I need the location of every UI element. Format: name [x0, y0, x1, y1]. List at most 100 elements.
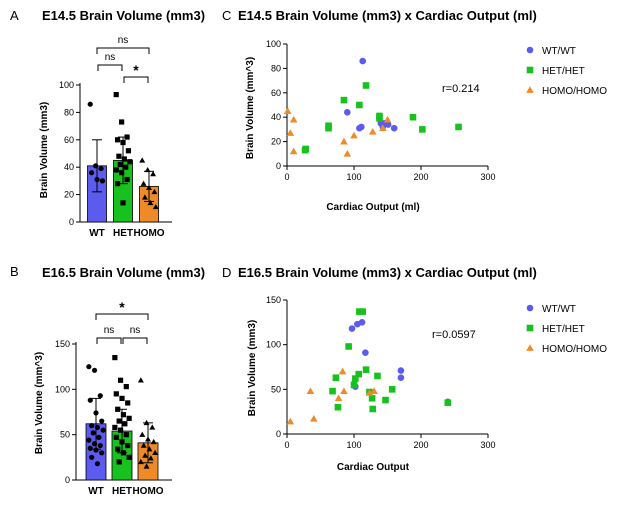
panel-b-category-label: WT	[88, 486, 104, 497]
panel-d-point-het	[369, 405, 377, 413]
panel-c-point-wt	[390, 124, 398, 132]
panel-b-point	[137, 458, 144, 465]
panel-b-point	[117, 377, 124, 383]
panel-c-ytick-label: 20	[271, 137, 281, 147]
panel-c-point-het	[340, 96, 348, 104]
panel-d-legend-marker-het	[526, 324, 534, 332]
panel-b-sig-bracket	[95, 313, 149, 320]
panel-c-xtick-label: 0	[284, 172, 289, 182]
panel-b-sig-label: ns	[130, 325, 141, 336]
panel-c-point-homo	[368, 128, 377, 135]
panel-d-point-homo	[338, 367, 347, 375]
panel-b-point	[123, 384, 129, 390]
panel-a-point	[93, 163, 99, 169]
panel-d-point-homo	[306, 387, 315, 394]
panel-b-point	[120, 450, 127, 456]
panel-a-sig-label: ns	[118, 35, 129, 46]
panel-c-ylabel: Brain Volume (mm^3)	[245, 57, 256, 159]
panel-b-point	[117, 427, 124, 433]
panel-c-point-wt	[358, 123, 365, 131]
panel-d-point-homo	[370, 387, 378, 394]
panel-d-plot: 0 50 100 150 0 100 200 300 WT/WT HET/HET HOMO/HOMO	[266, 295, 607, 450]
panel-a-point	[94, 176, 100, 183]
panel-c-point-het	[409, 113, 417, 121]
panel-b-ytick-label: 150	[55, 339, 70, 349]
panel-b-point	[97, 393, 103, 399]
panel-d-xtick-label: 300	[480, 440, 495, 450]
panel-a-point	[119, 119, 125, 125]
panel-b-point	[126, 454, 132, 460]
panel-d-point-wt	[362, 349, 369, 357]
panel-b-point	[140, 442, 147, 448]
panel-b-point	[113, 434, 119, 440]
panel-d-point-wt	[358, 319, 366, 326]
panel-a-ytick-label: 40	[64, 162, 74, 172]
panel-d-legend-marker-wt	[526, 304, 534, 312]
panel-b-point	[152, 449, 159, 456]
panel-a-point	[124, 134, 130, 140]
panel-b-point	[145, 436, 151, 442]
panel-c-point-wt	[344, 109, 351, 116]
panel-a-point	[114, 137, 121, 143]
panel-b-point	[119, 395, 125, 401]
panel-a-point	[120, 139, 126, 146]
panel-a-point	[150, 171, 157, 177]
panel-a-ytick-label: 100	[59, 80, 74, 90]
panel-a-point	[124, 176, 130, 183]
panel-c-legend-label: HOMO/HOMO	[542, 86, 607, 97]
panel-c-point-het	[455, 123, 462, 131]
panel-b-title: E16.5 Brain Volume (mm3)	[42, 265, 205, 280]
panel-b-point	[143, 419, 150, 426]
panel-b-sig-bracket	[122, 337, 148, 344]
panel-d-point-het	[374, 372, 381, 380]
panel-d-xtick-label: 200	[413, 440, 428, 450]
panel-a-category-label: HOMO	[133, 228, 164, 239]
panel-c-legend-marker-homo	[526, 86, 534, 93]
panel-a-point	[123, 164, 129, 170]
panel-b-point	[86, 364, 92, 370]
panel-d-point-het	[388, 386, 396, 393]
panel-b-point	[94, 461, 101, 467]
panel-d-xlabel: Cardiac Output	[337, 462, 410, 473]
panel-b-point	[120, 412, 127, 418]
panel-c-point-het	[325, 122, 332, 130]
panel-c-xtick-label: 100	[346, 172, 361, 182]
panel-a-point	[125, 148, 132, 154]
panel-b-point	[122, 421, 128, 427]
panel-c-xtick-label: 300	[480, 172, 495, 182]
panel-a-point	[117, 161, 123, 168]
panel-a-point	[152, 203, 159, 210]
panel-d-point-het	[332, 374, 340, 382]
panel-b-point	[143, 463, 150, 469]
panel-b-ytick-label: 50	[60, 430, 70, 440]
panel-b-point	[86, 437, 92, 443]
panel-b-point	[89, 423, 95, 429]
panel-b-point	[100, 427, 106, 433]
panel-c-label: C	[222, 8, 231, 23]
panel-a-sig-bracket	[97, 64, 123, 71]
panel-d-point-het	[345, 343, 352, 350]
panel-a-point	[127, 159, 133, 165]
panel-c-legend-label: WT/WT	[542, 46, 576, 57]
panel-a-point	[98, 165, 104, 172]
panel-b-sig-label: ns	[104, 325, 115, 336]
panel-b-point	[90, 430, 96, 436]
panel-b-point	[91, 367, 98, 373]
panel-d-xtick-label: 100	[346, 440, 361, 450]
panel-d-xtick-label: 0	[284, 440, 289, 450]
panel-d-point-het	[350, 381, 358, 389]
panel-a-category-label: WT	[89, 228, 105, 239]
panel-b-point	[150, 438, 157, 445]
panel-c-ytick-label: 80	[271, 63, 281, 73]
panel-d-point-het	[352, 375, 359, 382]
panel-d-legend-label: HET/HET	[542, 324, 585, 335]
panel-d-point-homo	[286, 417, 295, 425]
panel-c-point-het	[376, 112, 383, 120]
panel-b-ylabel: Brain Volume (mm^3)	[34, 352, 45, 454]
panel-c-ytick-label: 100	[266, 39, 281, 49]
panel-d-point-homo	[340, 387, 348, 394]
panel-c-point-homo	[283, 107, 292, 114]
panel-b-point	[119, 439, 125, 445]
panel-b-point	[94, 424, 101, 431]
panel-c-point-homo	[350, 131, 358, 139]
